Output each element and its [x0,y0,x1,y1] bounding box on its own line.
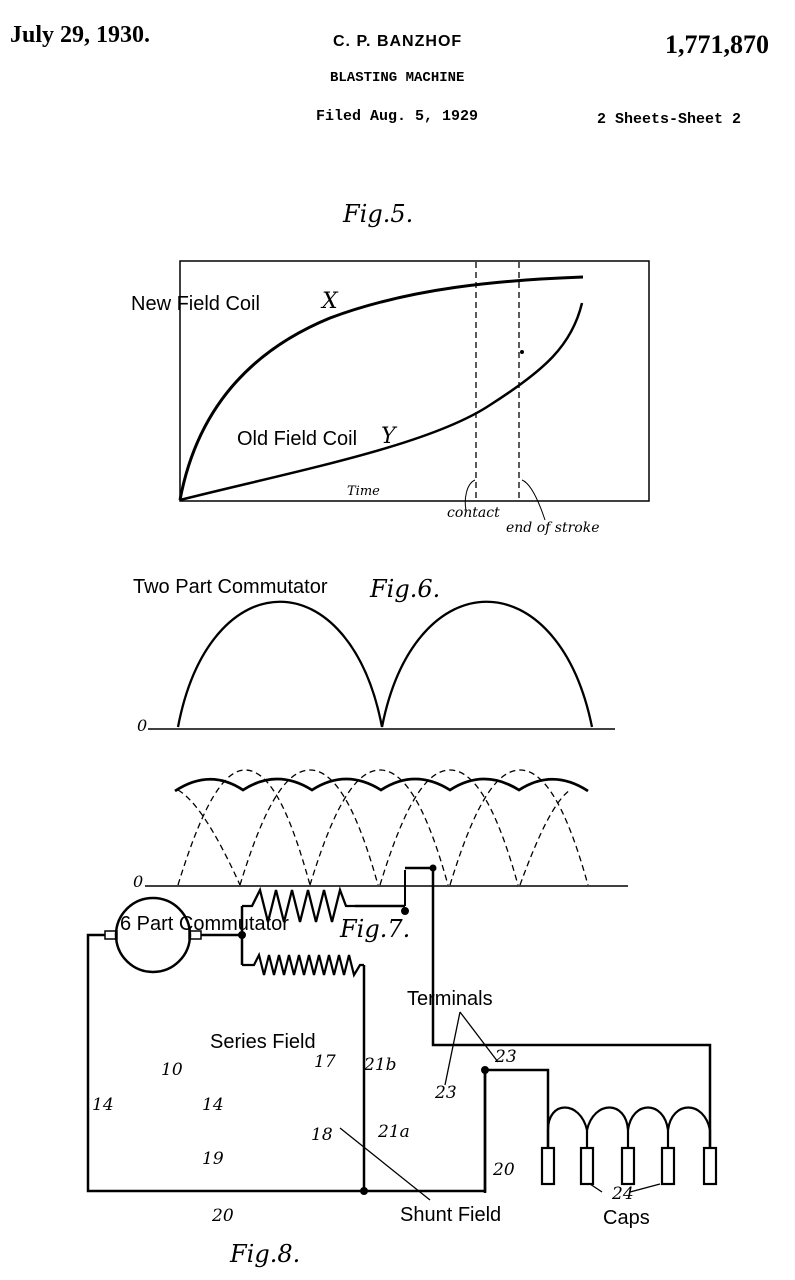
fig7-graph [145,769,628,887]
fig6-arch-1 [176,600,384,728]
fig7-zero: 0 [133,872,144,891]
ref-21a: 21a [378,1122,410,1142]
shunt-field-label: Shunt Field [400,1204,502,1226]
ref-17: 17 [314,1052,336,1072]
ref-14-right: 14 [202,1095,224,1115]
series-field-coil [242,886,355,923]
ref-21b: 21b [364,1055,397,1075]
fig8-circuit [86,866,718,1201]
wire-terminal-23b [483,1068,550,1148]
two-part-commutator-label: Two Part Commutator [133,576,328,598]
time-label: Time [347,484,380,499]
x-mark: X [322,289,338,314]
ref-23-right: 23 [495,1047,517,1067]
ref-19: 19 [202,1149,224,1169]
series-field-label: Series Field [210,1031,316,1053]
patent-number: 1,771,870 [665,30,769,59]
fig5-caption: Fig.5. [343,200,414,228]
inventor-name: C. P. BANZHOF [333,33,463,50]
ref-18: 18 [311,1125,333,1145]
new-field-coil-curve [178,275,584,501]
fig7-caption: Fig.7. [340,915,411,943]
ref-20-bottom: 20 [212,1206,234,1226]
patent-title: BLASTING MACHINE [330,70,465,86]
terminals-label: Terminals [407,988,493,1010]
end-of-stroke-label: end of stroke [506,520,600,536]
wire-switch-terminal [405,866,712,1148]
fig5-frame [179,260,650,502]
six-part-commutator-label: 6 Part Commutator [120,913,289,935]
terminals-leader-1 [444,1011,461,1086]
patent-date: July 29, 1930. [10,22,151,48]
ref-23-left: 23 [435,1083,457,1103]
fig7-envelope [174,777,589,793]
y-mark: Y [381,424,396,449]
old-field-coil-label: Old Field Coil [237,428,358,450]
caps-leader-2 [629,1183,661,1193]
terminals-leader-2 [459,1011,499,1063]
fig6-arch-2 [380,600,594,728]
ref-10: 10 [161,1060,183,1080]
shunt-leader [339,1127,431,1201]
caps-group [540,1106,718,1186]
ref-14-left: 14 [92,1095,114,1115]
shunt-field-coil [242,951,364,978]
contact-label: contact [447,505,500,521]
fig6-caption: Fig.6. [370,575,441,603]
fig6-graph [148,600,615,730]
sheet-number: 2 Sheets-Sheet 2 [597,111,742,128]
armature [114,896,192,974]
wire-left-loop [86,933,487,1193]
fig6-zero: 0 [137,716,148,735]
fig8-caption: Fig.8. [230,1240,301,1268]
caps-label: Caps [603,1207,650,1229]
old-field-coil-curve [179,302,584,502]
ref-24: 24 [612,1184,634,1204]
filing-date: Filed Aug. 5, 1929 [316,108,479,125]
new-field-coil-label: New Field Coil [131,293,260,315]
caps-leader-1 [589,1183,603,1193]
contact-leader [464,479,476,511]
end-stroke-leader [521,479,546,521]
fig5-graph [178,260,650,521]
ref-20-right: 20 [493,1160,515,1180]
fig7-dashed-waves [177,769,589,886]
